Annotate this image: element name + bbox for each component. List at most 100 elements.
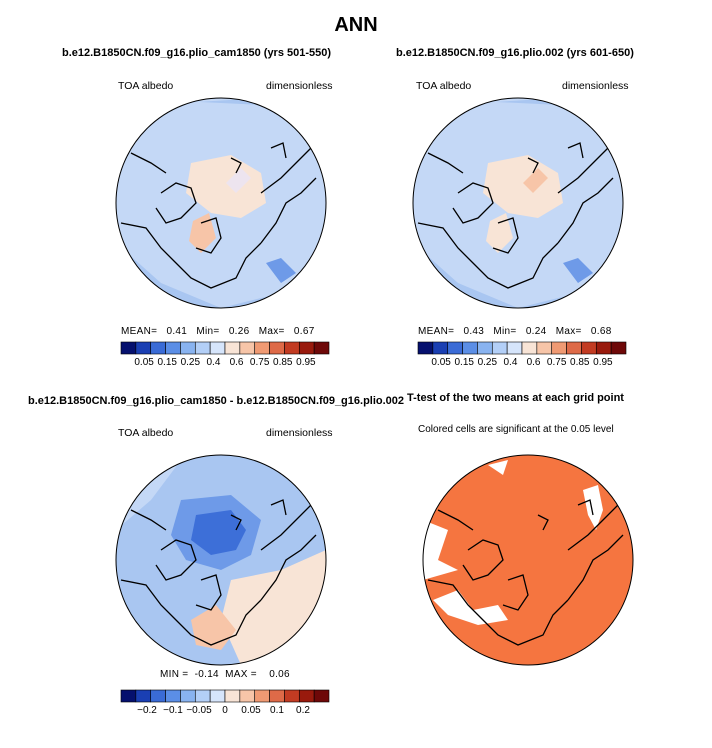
map-background-field [116, 455, 326, 665]
map-field-region [221, 550, 326, 665]
colorbar-swatch [224, 341, 241, 355]
colorbar-tick-label: 0.05 [241, 705, 261, 716]
coastline [567, 534, 624, 601]
coastline [130, 152, 167, 174]
panel4-title: T-test of the two means at each grid poi… [407, 392, 624, 404]
colorbar-tick-label: 0.15 [454, 357, 474, 368]
panel2-mean-label: MEAN= [418, 326, 455, 337]
panel1-stats: MEAN= 0.41 Min= 0.26 Max= 0.67 [121, 326, 315, 337]
panel3-max-label: MAX = [225, 669, 257, 680]
panel2-mean-value: 0.43 [463, 326, 485, 337]
map-field-region [523, 168, 548, 193]
map-boundary [412, 97, 624, 309]
colorbar-swatch [239, 689, 256, 703]
coastline [260, 504, 312, 551]
panel2-left-label: TOA albedo [416, 80, 472, 92]
colorbar-swatch [432, 341, 449, 355]
panel2-min-label: Min= [493, 326, 517, 337]
panel3-title: b.e12.B1850CN.f09_g16.plio_cam1850 - b.e… [28, 395, 405, 407]
coastline [155, 539, 197, 581]
coastline [260, 534, 317, 601]
coastline [557, 177, 614, 244]
panel3-min-label: MIN = [160, 669, 189, 680]
colorbar-swatch [239, 341, 256, 355]
colorbar-tick-label: 0.75 [547, 357, 567, 368]
panel2-right-label: dimensionless [562, 80, 629, 92]
coastline [260, 177, 317, 244]
panel2-max-label: Max= [555, 326, 582, 337]
map-field-region [486, 213, 513, 253]
map-field-region [413, 98, 623, 148]
panel2-max-value: 0.68 [590, 326, 612, 337]
map-insignificant-region [583, 485, 603, 530]
panel3-left-label: TOA albedo [118, 427, 174, 439]
map-field-region [191, 605, 236, 650]
map-field-region [413, 243, 623, 308]
coastline [270, 142, 287, 159]
colorbar-swatch [269, 341, 285, 355]
colorbar-tick-label: 0.25 [181, 357, 201, 368]
colorbar-tick-label: 0.2 [296, 705, 310, 716]
colorbar-swatch [135, 341, 152, 355]
panel1-mean-label: MEAN= [121, 326, 158, 337]
colorbar-tick-label: −0.05 [186, 705, 212, 716]
colorbar-swatch [313, 689, 330, 703]
coastline [260, 147, 312, 194]
coastline [427, 152, 464, 174]
map-field-region [116, 98, 326, 148]
coastline [120, 222, 262, 289]
panel3-stats: MIN = -0.14 MAX = 0.06 [160, 669, 290, 680]
colorbar-swatch [477, 341, 493, 355]
panel3-min-value: -0.14 [194, 669, 219, 680]
panel1-min-value: 0.26 [228, 326, 250, 337]
colorbar-swatch [566, 341, 582, 355]
coastline [577, 499, 594, 516]
colorbar-swatch [313, 341, 330, 355]
map-background-field [423, 455, 633, 665]
colorbar-tick-label: 0.95 [296, 357, 316, 368]
map-background-field [413, 98, 623, 308]
colorbar-tick-label: 0.05 [431, 357, 451, 368]
colorbar-swatch [135, 689, 152, 703]
panel1-min-label: Min= [196, 326, 220, 337]
map-insignificant-region [433, 590, 508, 625]
coastline [417, 222, 559, 289]
panel1-max-label: Max= [258, 326, 285, 337]
colorbar-swatch [209, 341, 226, 355]
colorbar-swatch [254, 341, 270, 355]
coastline [452, 182, 494, 224]
colorbar-swatch [595, 341, 612, 355]
panel3-right-label: dimensionless [266, 427, 333, 439]
colorbar-tick-label: 0.25 [478, 357, 498, 368]
colorbar-tick-label: 0.6 [527, 357, 541, 368]
coastline [492, 217, 519, 254]
colorbar-swatch [180, 341, 196, 355]
map-field-region [483, 155, 563, 218]
map-field-region [189, 213, 216, 253]
coastline [195, 574, 222, 611]
figure-title: ANN [334, 14, 378, 36]
coastline [502, 574, 529, 611]
panel3-max-value: 0.06 [269, 669, 290, 680]
colorbar-tick-label: 0.95 [593, 357, 613, 368]
colorbar-swatch [180, 689, 196, 703]
colorbar-swatch [224, 689, 241, 703]
colorbar-swatch [209, 689, 226, 703]
panel1-left-label: TOA albedo [118, 80, 174, 92]
colorbar-swatch [298, 689, 315, 703]
map-insignificant-region [488, 460, 508, 475]
panel2-min-value: 0.24 [525, 326, 547, 337]
panel2-title: b.e12.B1850CN.f09_g16.plio.002 (yrs 601-… [396, 47, 634, 59]
colorbar-swatch [491, 341, 508, 355]
colorbar-swatch [165, 341, 181, 355]
panel4-subtitle: Colored cells are significant at the 0.0… [418, 424, 614, 435]
colorbar-tick-label: 0.15 [157, 357, 177, 368]
colorbar-tick-label: −0.2 [137, 705, 157, 716]
colorbar-swatch [269, 689, 285, 703]
